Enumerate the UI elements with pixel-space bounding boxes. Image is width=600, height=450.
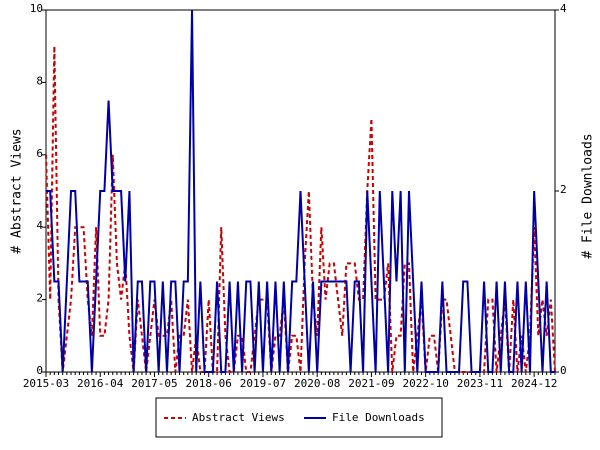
x-tick-label: 2024-12 (511, 377, 557, 390)
legend (155, 397, 443, 438)
x-tick-label: 2022-10 (402, 377, 448, 390)
y-tick-label: 2 (36, 292, 43, 305)
x-tick-label: 2023-11 (457, 377, 503, 390)
legend-label: Abstract Views (192, 411, 285, 424)
series-line (45, 46, 556, 373)
y-tick-label: 6 (36, 147, 43, 160)
series-line (46, 9, 555, 373)
x-tick-label: 2016-04 (77, 377, 124, 390)
y-tick-label: 8 (36, 74, 43, 87)
y-tick-label: 10 (30, 2, 43, 15)
y-axis-title: # Abstract Views (10, 128, 25, 253)
y2-tick-label: 4 (560, 2, 567, 15)
y2-axis-title: # File Downloads (581, 133, 596, 258)
y-tick-label: 0 (36, 364, 43, 377)
x-tick-label: 2021-09 (348, 377, 394, 390)
x-tick-label: 2015-03 (23, 377, 69, 390)
x-tick-label: 2018-06 (186, 377, 232, 390)
x-tick-label: 2019-07 (240, 377, 286, 390)
legend-label: File Downloads (332, 411, 425, 424)
y2-tick-label: 2 (560, 183, 567, 196)
y2-tick-label: 0 (560, 364, 567, 377)
x-tick-label: 2017-05 (131, 377, 177, 390)
y-tick-label: 4 (36, 219, 43, 232)
x-tick-label: 2020-08 (294, 377, 340, 390)
